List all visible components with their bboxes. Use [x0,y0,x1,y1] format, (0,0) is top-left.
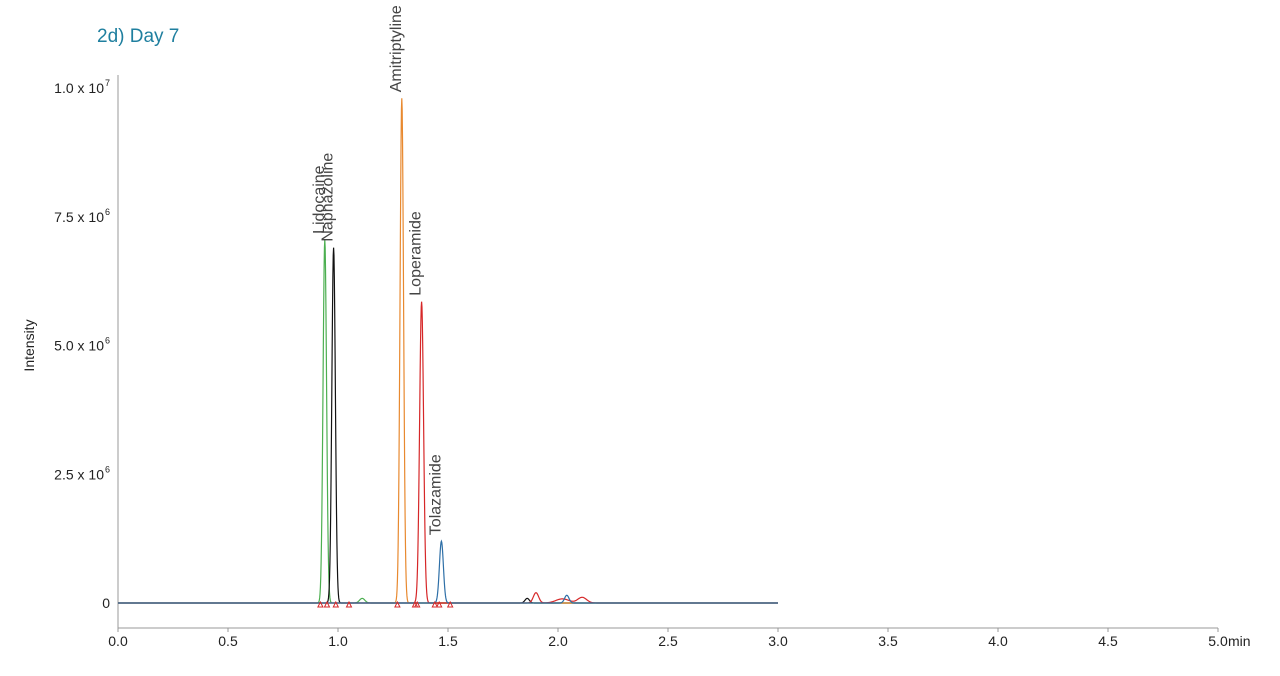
integration-marker [413,600,421,608]
peak-label-loperamide: Loperamide [408,211,425,296]
y-tick-exponent: 6 [105,336,110,346]
x-axis-label: min [1228,633,1251,649]
x-tick-label: 1.0 [328,633,348,649]
y-tick-label: 5.0 x 10 [54,338,104,354]
y-tick-exponent: 6 [105,464,110,474]
x-tick-label: 1.5 [438,633,458,649]
y-tick-label: 2.5 x 10 [54,466,104,482]
x-tick-label: 3.0 [768,633,788,649]
peak-label-lidocaine: Lidocaine [311,165,328,234]
integration-marker [435,600,443,608]
trace-tolazamide [118,539,778,604]
trace-amitriptyline [118,98,778,604]
traces [118,98,778,604]
integration-marker [345,600,353,608]
x-tick-label: 0.5 [218,633,238,649]
peak-label-tolazamide: Tolazamide [427,454,444,535]
integration-marker [323,600,331,608]
integration-markers [317,600,454,608]
y-tick-label: 7.5 x 10 [54,209,104,225]
x-tick-label: 2.0 [548,633,568,649]
x-tick-label: 5.0 [1208,633,1228,649]
chart-title: 2d) Day 7 [97,26,180,47]
y-tick-exponent: 6 [105,207,110,217]
trace-naphazoline [118,247,778,604]
y-tick-exponent: 7 [105,78,110,88]
trace-loperamide [118,301,778,604]
y-axis-label: Intensity [21,319,37,371]
y-tick-label: 0 [102,595,110,611]
integration-marker [317,600,324,608]
integration-marker [446,600,454,608]
x-tick-label: 2.5 [658,633,678,649]
x-ticks: 0.0 0.5 1.0 1.5 2.0 2.5 3.0 3.5 4.0 4.5 5.0 [108,628,1228,649]
y-tick-label: 1.0 x 10 [54,80,104,96]
x-tick-label: 3.5 [878,633,898,649]
integration-marker [332,600,340,608]
x-tick-label: 0.0 [108,633,128,649]
peak-label-amitriptyline: Amitriptyline [388,5,405,92]
x-tick-label: 4.5 [1098,633,1118,649]
axes-group [117,75,1218,629]
integration-marker [431,600,439,608]
y-ticks: 02.5 x 10 65.0 x 10 67.5 x 10 61.0 x 10 7 [54,78,110,611]
integration-marker [394,600,401,608]
peak-label-naphazoline: Naphazoline [320,153,337,242]
x-tick-label: 4.0 [988,633,1008,649]
trace-lidocaine [118,239,778,604]
